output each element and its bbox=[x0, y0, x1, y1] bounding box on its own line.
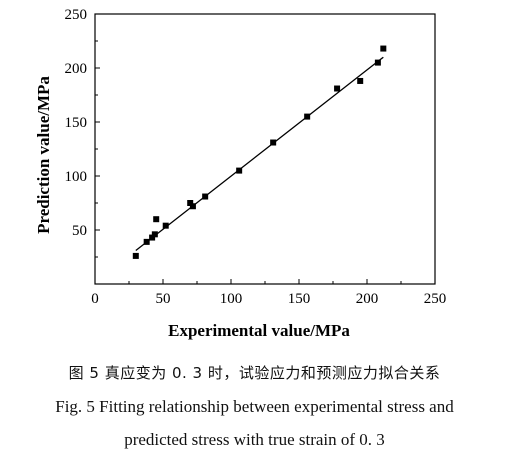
y-tick-label: 150 bbox=[65, 115, 88, 131]
y-axis-label: Prediction value/MPa bbox=[34, 76, 53, 234]
x-tick-label: 50 bbox=[156, 291, 171, 307]
y-tick-label: 250 bbox=[65, 7, 88, 23]
y-tick-label: 50 bbox=[72, 223, 87, 239]
caption-english-line1: Fig. 5 Fitting relationship between expe… bbox=[55, 397, 454, 416]
y-tick-label: 100 bbox=[65, 169, 88, 185]
fit-line-group bbox=[135, 56, 384, 252]
data-point bbox=[149, 234, 156, 241]
scatter-chart: 0 50 100 150 200 250 50 100 150 200 250 Experiment… bbox=[34, 7, 447, 340]
data-point bbox=[162, 222, 169, 229]
data-point bbox=[357, 77, 364, 84]
y-tick-label: 200 bbox=[65, 61, 88, 77]
data-point bbox=[202, 193, 209, 200]
data-point bbox=[189, 203, 196, 210]
data-point bbox=[132, 252, 139, 259]
data-point bbox=[334, 85, 341, 92]
x-axis-label: Experimental value/MPa bbox=[168, 321, 350, 340]
data-point bbox=[151, 231, 158, 238]
data-point bbox=[143, 238, 150, 245]
caption-chinese: 图 5 真应变为 0. 3 时，试验应力和预测应力拟合关系 bbox=[68, 364, 441, 382]
data-points bbox=[132, 45, 387, 259]
x-tick-label: 200 bbox=[356, 291, 379, 307]
chart-ticks: 0 50 100 150 200 250 50 100 150 200 250 bbox=[65, 7, 447, 307]
data-point bbox=[187, 200, 194, 206]
x-tick-label: 0 bbox=[91, 291, 99, 307]
data-point bbox=[270, 139, 277, 146]
data-point bbox=[374, 59, 381, 66]
fit-line bbox=[135, 56, 384, 252]
x-tick-label: 250 bbox=[424, 291, 447, 307]
data-point bbox=[153, 216, 160, 223]
x-tick-label: 150 bbox=[288, 291, 311, 307]
data-point bbox=[380, 45, 387, 52]
data-point bbox=[236, 167, 243, 174]
caption-english-line2: predicted stress with true strain of 0. … bbox=[124, 430, 385, 449]
x-tick-label: 100 bbox=[220, 291, 243, 307]
data-point bbox=[304, 113, 311, 120]
